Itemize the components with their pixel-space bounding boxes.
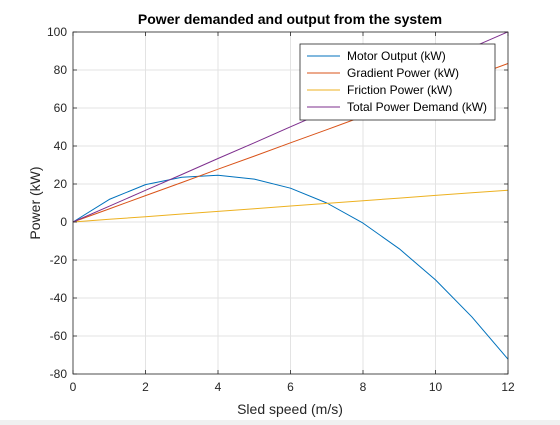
y-tick-label: 20 — [54, 177, 68, 191]
x-axis-label: Sled speed (m/s) — [237, 401, 343, 417]
x-tick-label: 6 — [287, 380, 294, 394]
y-tick-label: 40 — [54, 139, 68, 153]
y-tick-label: 0 — [60, 215, 67, 229]
y-tick-label: 60 — [54, 101, 68, 115]
y-tick-label: -20 — [50, 253, 68, 267]
y-axis-label: Power (kW) — [27, 166, 43, 239]
x-tick-label: 10 — [429, 380, 443, 394]
series-line — [72, 174, 509, 360]
x-tick-label: 8 — [360, 380, 367, 394]
y-tick-label: -60 — [50, 329, 68, 343]
legend: Motor Output (kW) Gradient Power (kW) Fric… — [299, 43, 496, 121]
y-tick-label: 100 — [47, 25, 67, 39]
chart-title: Power demanded and output from the syste… — [138, 11, 442, 27]
ticks: 0 2 4 6 8 10 12 -80 -60 -40 -20 0 20 40 60 80 100 — [47, 25, 515, 394]
x-tick-label: 0 — [70, 380, 77, 394]
legend-label: Total Power Demand (kW) — [347, 100, 487, 114]
x-tick-label: 12 — [501, 380, 515, 394]
legend-label: Motor Output (kW) — [347, 49, 446, 63]
legend-label: Friction Power (kW) — [347, 83, 452, 97]
x-tick-label: 4 — [215, 380, 222, 394]
series-line — [72, 189, 509, 223]
y-tick-label: -80 — [50, 367, 68, 381]
x-tick-label: 2 — [142, 380, 149, 394]
y-tick-label: -40 — [50, 291, 68, 305]
y-tick-label: 80 — [54, 63, 68, 77]
legend-label: Gradient Power (kW) — [347, 66, 459, 80]
